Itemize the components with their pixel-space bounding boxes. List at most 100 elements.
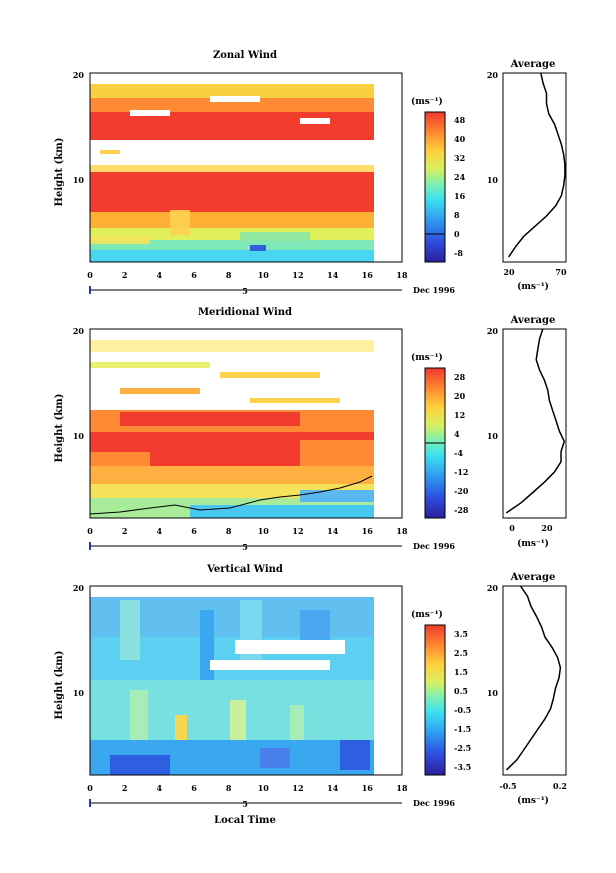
- panel-zonal: Zonal Wind Height (km) 20 10: [54, 50, 567, 296]
- colorbar-tick: -4: [454, 448, 463, 458]
- x-tick-label: 0: [87, 526, 93, 536]
- colorbar-tick: 24: [454, 172, 466, 182]
- colorbar-tick: -28: [454, 505, 469, 515]
- profile-y-tick: 10: [487, 431, 499, 441]
- colorbar-unit: (ms⁻¹): [411, 352, 443, 363]
- colorbar-tick: -1.5: [454, 724, 471, 734]
- heatmap-image: [90, 84, 374, 262]
- x-axis-label: Local Time: [214, 815, 276, 826]
- x-tick-label: 12: [292, 526, 303, 536]
- profile-y-tick: 10: [487, 175, 499, 185]
- x-tick-labels: 0 2 4 6 8 10 12 14 16 18: [87, 270, 408, 280]
- y-axis-label: Height (km): [54, 138, 65, 207]
- date-label: Dec 1996: [413, 541, 455, 551]
- colorbar-unit: (ms⁻¹): [411, 609, 443, 620]
- x-tick-label: 6: [191, 526, 197, 536]
- profile-title: Average: [510, 59, 556, 70]
- profile-y-tick: 10: [487, 688, 499, 698]
- colorbar-tick: -20: [454, 486, 469, 496]
- profile-x-tick: 0.2: [553, 781, 567, 791]
- profile-title: Average: [510, 315, 556, 326]
- x-tick-label: 8: [226, 526, 232, 536]
- y-tick-label: 20: [73, 326, 85, 336]
- colorbar-tick: -12: [454, 467, 468, 477]
- panel-vertical: Vertical Wind Height (km) 20 10 0 2: [54, 564, 567, 826]
- x-tick-label: 0: [87, 270, 93, 280]
- y-axis-label: Height (km): [54, 394, 65, 463]
- profile-x-tick: 20: [503, 267, 515, 277]
- profile-y-tick: 20: [487, 326, 499, 336]
- colorbar-tick: 48: [454, 115, 466, 125]
- x-tick-label: 6: [191, 783, 197, 793]
- profile-unit: (ms⁻¹): [517, 795, 549, 806]
- x-tick-label: 18: [396, 526, 408, 536]
- colorbar-tick: -8: [454, 248, 463, 258]
- colorbar-tick: 4: [454, 429, 460, 439]
- profile-x-tick: 70: [555, 267, 567, 277]
- x-tick-label: 4: [157, 270, 163, 280]
- x-tick-label: 16: [362, 270, 374, 280]
- colorbar-tick: 40: [454, 134, 466, 144]
- x-tick-label: 2: [122, 270, 128, 280]
- day-label: 5: [242, 799, 248, 809]
- colorbar-tick: 20: [454, 391, 466, 401]
- profile-title: Average: [510, 572, 556, 583]
- heatmap-image: [89, 340, 374, 518]
- y-tick-label: 20: [73, 70, 85, 80]
- average-profile: Average 20 10 0 20 (ms⁻¹): [487, 315, 567, 549]
- profile-x-tick: 20: [541, 523, 553, 533]
- colorbar-tick: 3.5: [454, 629, 468, 639]
- colorbar-tick: 16: [454, 191, 466, 201]
- profile-x-tick: 0: [509, 523, 515, 533]
- y-tick-label: 10: [73, 175, 85, 185]
- x-tick-label: 14: [327, 526, 339, 536]
- x-tick-label: 8: [226, 783, 232, 793]
- x-tick-label: 18: [396, 783, 408, 793]
- colorbar: (ms⁻¹) 3.5 2.5 1.5 0.5 -0.5 -1.5 -2.5 -3…: [411, 609, 471, 776]
- x-tick-label: 10: [258, 270, 270, 280]
- x-tick-label: 4: [157, 783, 163, 793]
- colorbar-tick: -2.5: [454, 743, 471, 753]
- profile-unit: (ms⁻¹): [517, 281, 549, 292]
- profile-y-tick: 20: [487, 583, 499, 593]
- y-tick-label: 10: [73, 431, 85, 441]
- profile-x-tick: -0.5: [499, 781, 516, 791]
- date-axis: 5 Dec 1996: [89, 285, 455, 296]
- x-tick-label: 2: [122, 783, 128, 793]
- panel-title: Vertical Wind: [206, 564, 283, 575]
- x-tick-label: 8: [226, 270, 232, 280]
- x-tick-labels: 0 2 4 6 8 10 12 14 16 18: [87, 783, 408, 793]
- x-tick-label: 16: [362, 526, 374, 536]
- profile-line: [505, 328, 566, 514]
- y-axis-label: Height (km): [54, 651, 65, 720]
- colorbar-tick: 0: [454, 229, 460, 239]
- colorbar-tick: 8: [454, 210, 460, 220]
- x-tick-label: 2: [122, 526, 128, 536]
- x-tick-label: 12: [292, 270, 303, 280]
- x-tick-label: 16: [362, 783, 374, 793]
- colorbar-tick: 1.5: [454, 667, 468, 677]
- x-tick-label: 18: [396, 270, 408, 280]
- average-profile: Average 20 10 20 70 (ms⁻¹): [487, 59, 567, 292]
- heatmap-image: [90, 597, 374, 775]
- day-label: 5: [242, 542, 248, 552]
- day-label: 5: [242, 286, 248, 296]
- colorbar: (ms⁻¹) 48 40 32 24 16 8 0 -8: [411, 96, 466, 263]
- colorbar-tick: 2.5: [454, 648, 468, 658]
- date-label: Dec 1996: [413, 285, 455, 295]
- colorbar-tick: 28: [454, 372, 466, 382]
- colorbar-tick: 12: [454, 410, 465, 420]
- date-axis: 5 Dec 1996: [89, 798, 455, 809]
- colorbar: (ms⁻¹) 28 20 12 4 -4 -12 -20 -28: [411, 352, 469, 519]
- colorbar-tick: 32: [454, 153, 465, 163]
- x-tick-label: 14: [327, 783, 339, 793]
- x-tick-label: 0: [87, 783, 93, 793]
- profile-line: [505, 585, 562, 771]
- x-tick-label: 10: [258, 783, 270, 793]
- x-tick-label: 14: [327, 270, 339, 280]
- colorbar-tick: 0.5: [454, 686, 468, 696]
- y-tick-label: 20: [73, 583, 85, 593]
- average-profile: Average 20 10 -0.5 0.2 (ms⁻¹): [487, 572, 567, 806]
- colorbar-tick: -3.5: [454, 762, 471, 772]
